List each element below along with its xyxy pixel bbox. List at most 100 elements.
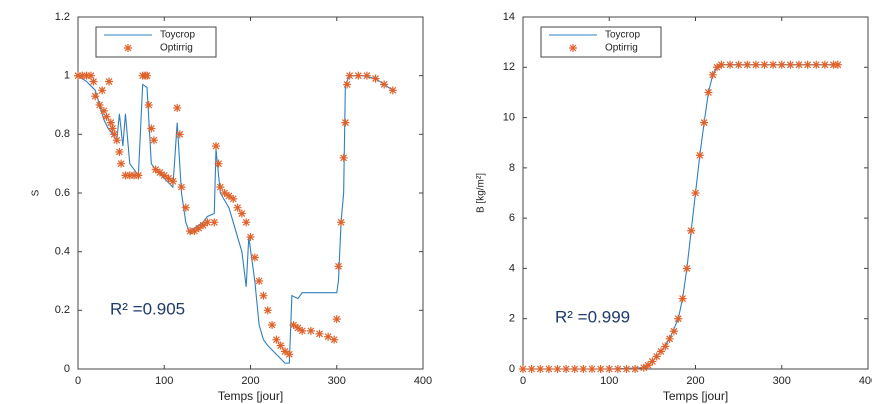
data-point <box>130 171 139 180</box>
data-point <box>751 60 760 69</box>
data-point <box>330 335 339 344</box>
x-axis-label: Temps [jour] <box>218 389 283 403</box>
x-tick-label: 400 <box>859 375 872 387</box>
data-point <box>700 118 709 127</box>
data-point <box>246 233 255 241</box>
legend-marker <box>124 44 132 52</box>
y-axis-label: S <box>31 189 42 196</box>
data-point <box>691 189 700 197</box>
data-point <box>229 194 238 203</box>
data-point <box>95 101 104 109</box>
data-point <box>760 60 769 69</box>
data-point <box>108 124 117 133</box>
data-point <box>112 136 121 145</box>
data-point <box>380 80 389 89</box>
x-tick-label: 200 <box>241 375 259 387</box>
data-point <box>337 218 346 227</box>
data-point <box>233 203 242 212</box>
data-point <box>214 159 223 168</box>
y-axis-label: B [kg/m²] <box>476 173 487 213</box>
data-point <box>343 80 352 89</box>
data-point <box>263 306 272 315</box>
data-point <box>622 365 631 373</box>
data-point <box>332 315 341 324</box>
x-tick-label: 300 <box>328 375 346 387</box>
data-point <box>354 71 363 80</box>
data-point <box>117 159 126 168</box>
data-point <box>341 118 350 127</box>
data-point <box>743 60 752 69</box>
x-tick-label: 0 <box>75 375 81 387</box>
data-point <box>519 365 527 373</box>
data-point <box>579 365 588 373</box>
data-point <box>820 60 829 69</box>
data-point <box>99 106 108 115</box>
data-point <box>665 334 674 343</box>
data-point <box>74 71 82 80</box>
data-point <box>362 71 371 80</box>
y-tick-label: 8 <box>509 162 515 174</box>
data-point <box>803 60 812 69</box>
y-tick-label: 1 <box>64 70 70 82</box>
data-point <box>115 147 124 156</box>
data-point <box>220 189 229 197</box>
data-point <box>149 136 158 145</box>
data-point <box>605 365 614 373</box>
legend-label: Optirrig <box>160 43 193 54</box>
data-point <box>281 347 289 356</box>
y-tick-label: 0.4 <box>55 246 70 258</box>
data-point <box>125 171 134 180</box>
data-point <box>527 365 536 373</box>
y-tick-label: 2 <box>509 313 515 325</box>
data-point <box>285 350 294 359</box>
data-line <box>77 75 394 364</box>
legend-label: Toycrop <box>605 30 640 41</box>
data-point <box>777 60 786 69</box>
data-point <box>86 71 95 80</box>
data-point <box>570 365 579 373</box>
data-point <box>237 209 246 218</box>
data-point <box>203 218 212 227</box>
data-point <box>717 60 726 69</box>
data-point <box>695 151 704 160</box>
data-point <box>726 60 734 69</box>
data-point <box>155 168 164 177</box>
data-point <box>293 323 302 332</box>
x-tick-label: 100 <box>600 375 618 387</box>
data-point <box>134 171 143 180</box>
data-point <box>164 174 173 183</box>
data-point <box>644 361 653 370</box>
legend-box <box>540 26 662 58</box>
data-point <box>250 253 259 262</box>
y-tick-label: 14 <box>503 11 515 23</box>
data-point <box>648 357 657 366</box>
data-point <box>371 74 380 83</box>
y-tick-label: 0 <box>509 363 515 375</box>
data-point <box>339 153 348 162</box>
data-point <box>276 341 285 350</box>
data-point <box>173 103 182 112</box>
data-point <box>306 326 315 335</box>
x-tick-label: 200 <box>686 375 704 387</box>
data-point <box>272 335 281 344</box>
data-point <box>661 342 670 351</box>
data-point <box>194 224 203 233</box>
data-point <box>210 218 219 227</box>
data-point <box>160 171 169 180</box>
data-point <box>168 177 177 186</box>
y-tick-label: 4 <box>509 262 515 274</box>
data-point <box>212 142 220 151</box>
data-point <box>345 71 354 80</box>
legend-label: Toycrop <box>160 30 195 41</box>
data-point <box>91 92 100 101</box>
data-point <box>657 347 665 356</box>
y-tick-label: 12 <box>503 61 515 73</box>
data-point <box>199 221 208 230</box>
data-point <box>147 124 156 133</box>
data-point <box>105 77 114 86</box>
data-point <box>639 363 648 372</box>
data-point <box>110 130 119 139</box>
data-point <box>562 365 571 373</box>
data-point <box>242 218 251 227</box>
